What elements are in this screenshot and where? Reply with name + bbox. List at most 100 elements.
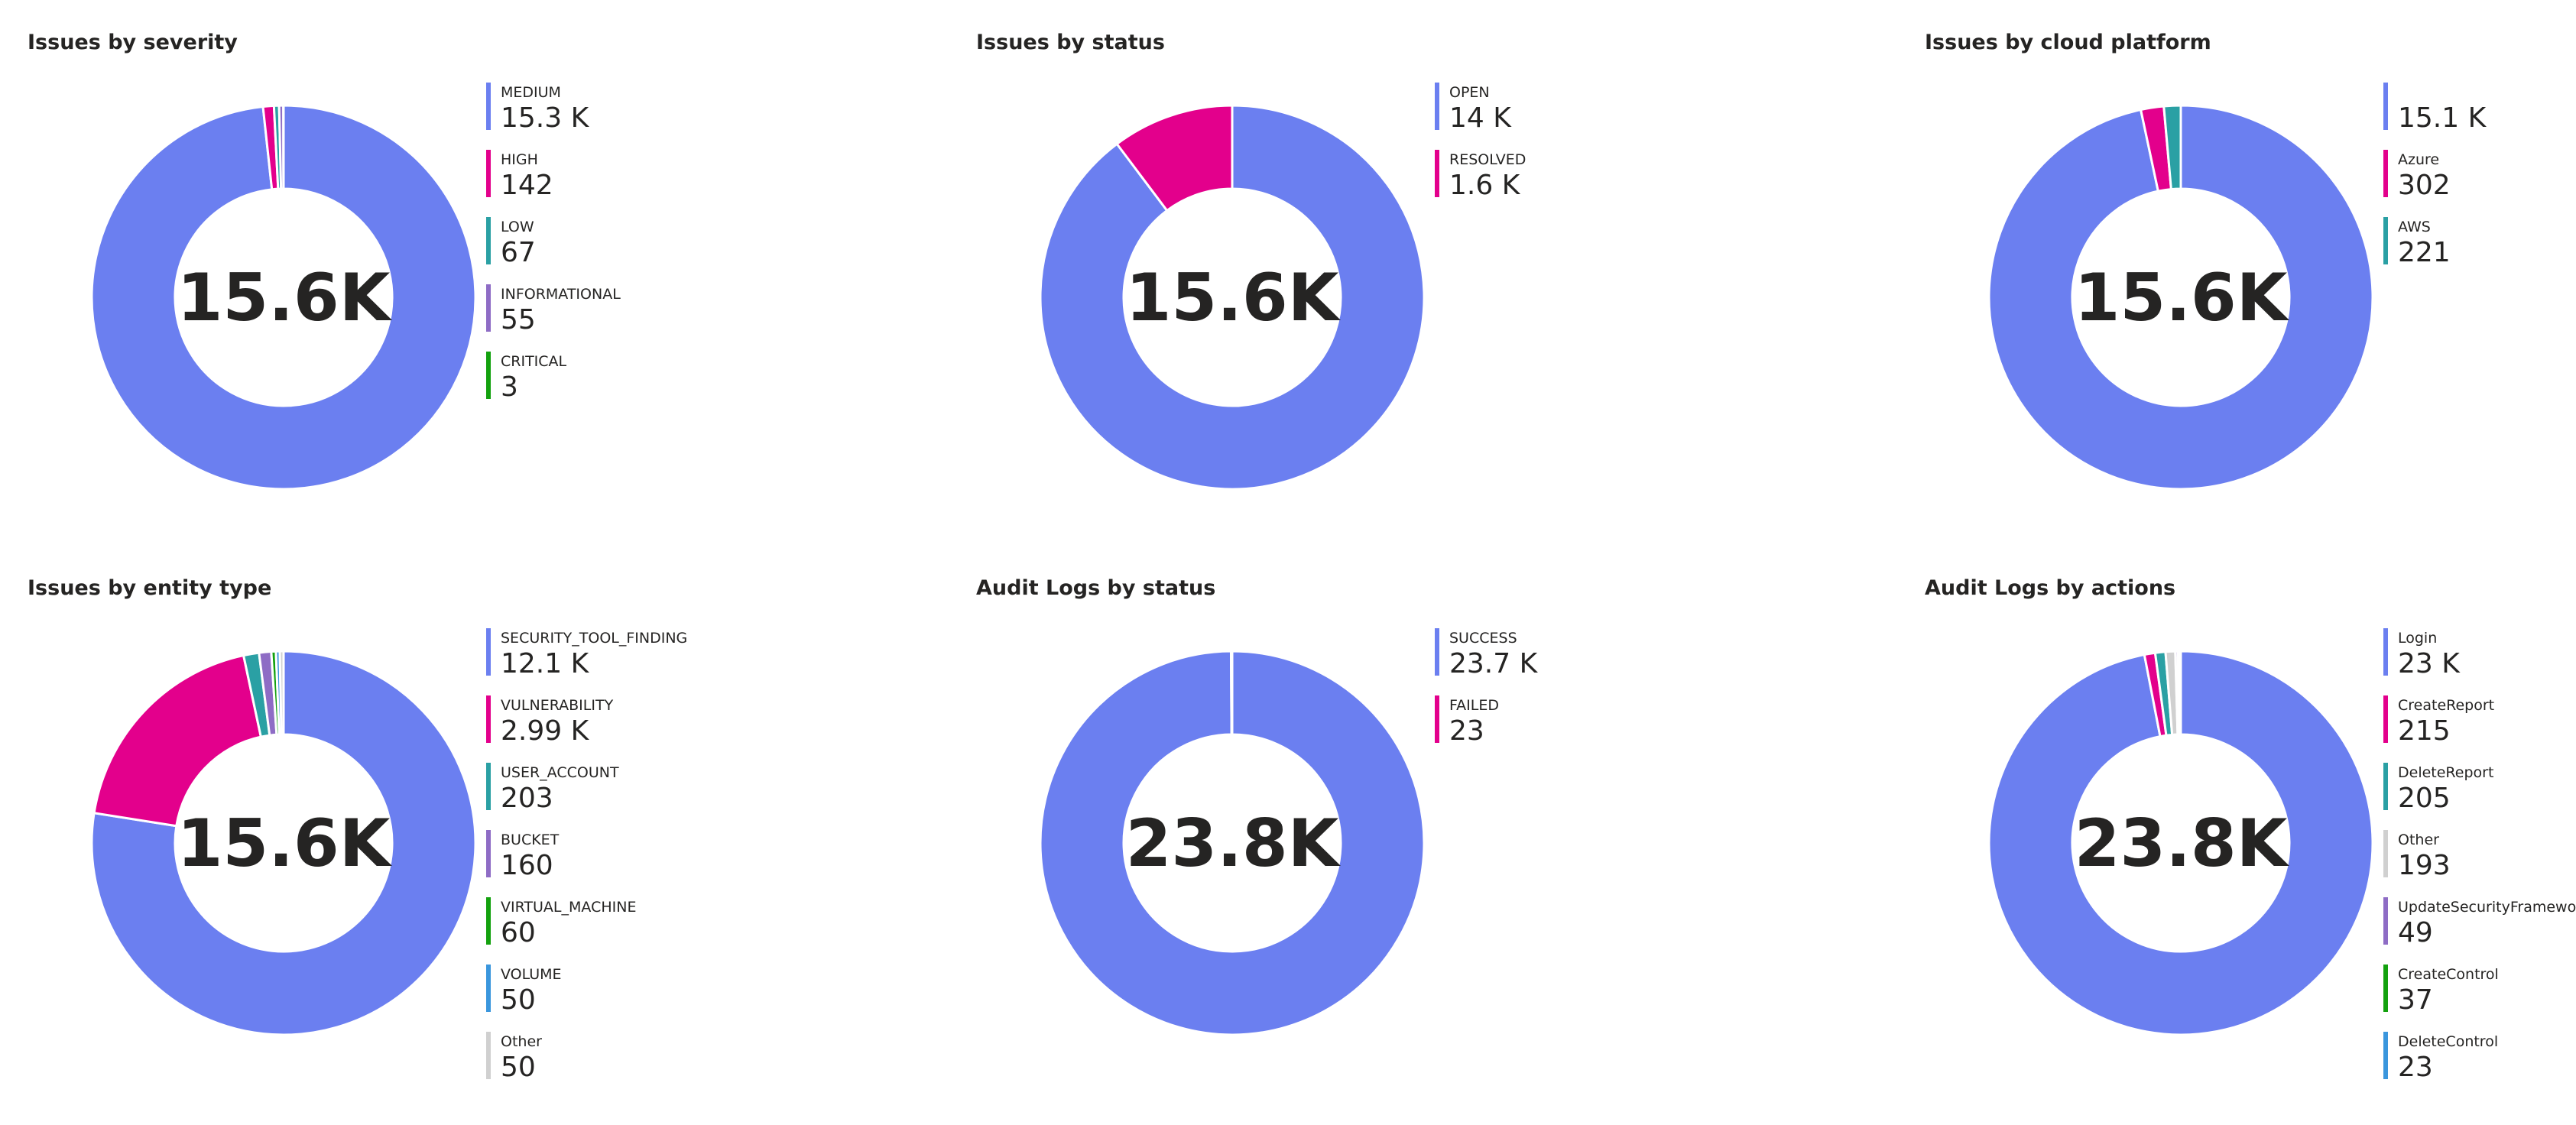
legend-label: Azure — [2398, 151, 2439, 168]
chart-title: Issues by status — [976, 31, 1165, 54]
chart-title: Issues by severity — [28, 31, 238, 54]
legend-label: VULNERABILITY — [501, 697, 614, 714]
legend-swatch — [2383, 763, 2388, 810]
donut-slice — [278, 650, 285, 736]
legend-label: Other — [2398, 832, 2439, 848]
legend-label: BUCKET — [501, 832, 560, 848]
donut-slice — [1987, 104, 2374, 491]
legend-swatch — [486, 150, 491, 197]
donut-slice — [2178, 650, 2182, 736]
legend-label: INFORMATIONAL — [501, 286, 621, 303]
legend-value: 160 — [501, 850, 553, 881]
legend-value: 2.99 K — [501, 715, 590, 747]
donut-slice — [2162, 104, 2182, 191]
legend-swatch — [2383, 695, 2388, 743]
legend-swatch — [486, 763, 491, 810]
legend-swatch — [486, 965, 491, 1012]
legend-value: 15.1 K — [2398, 102, 2487, 134]
chart-panel: Issues by entity type 15.6K SECURITY_TOOL_… — [28, 576, 687, 1083]
legend-value: 142 — [501, 170, 553, 201]
legend-value: 205 — [2398, 783, 2451, 814]
legend-value: 37 — [2398, 984, 2433, 1016]
chart-title: Issues by entity type — [28, 576, 271, 600]
legend-swatch — [486, 217, 491, 264]
donut-slice — [1987, 650, 2374, 1036]
legend-swatch — [2383, 897, 2388, 945]
legend-label: VIRTUAL_MACHINE — [501, 899, 636, 916]
legend-swatch — [486, 352, 491, 399]
legend-label: AWS — [2398, 219, 2431, 235]
legend-label: SUCCESS — [1449, 630, 1517, 647]
center-total: 15.6K — [2075, 260, 2290, 336]
center-total: 23.8K — [1126, 806, 1342, 882]
legend-value: 3 — [501, 371, 518, 403]
legend-value: 1.6 K — [1449, 170, 1521, 201]
legend-swatch — [1435, 83, 1439, 130]
legend-swatch — [486, 1032, 491, 1079]
legend-label: DeleteControl — [2398, 1033, 2498, 1050]
legend-label: Login — [2398, 630, 2437, 647]
center-total: 15.6K — [1126, 260, 1342, 336]
donut-slice — [1115, 104, 1234, 212]
legend-swatch — [486, 83, 491, 130]
legend-value: 49 — [2398, 917, 2433, 948]
legend-value: 14 K — [1449, 102, 1512, 134]
legend-label: USER_ACCOUNT — [501, 764, 619, 781]
legend-value: 193 — [2398, 850, 2451, 881]
legend-value: 23 — [1449, 715, 1484, 747]
legend-swatch — [486, 628, 491, 676]
center-total: 15.6K — [177, 260, 393, 336]
legend-value: 50 — [501, 1052, 536, 1083]
legend-swatch — [2383, 1032, 2388, 1079]
chart-title: Audit Logs by actions — [1925, 576, 2175, 600]
legend-swatch — [1435, 628, 1439, 676]
center-total: 15.6K — [177, 806, 393, 882]
legend-swatch — [2383, 965, 2388, 1012]
legend-value: 12.1 K — [501, 648, 590, 679]
legend-label: LOW — [501, 219, 534, 235]
legend-label: OPEN — [1449, 84, 1490, 101]
donut-slice — [1039, 104, 1426, 491]
legend-swatch — [2383, 830, 2388, 877]
chart-panel: Issues by cloud platform 15.6K 15.1 K Azure… — [1925, 31, 2487, 491]
legend-value: 221 — [2398, 237, 2451, 268]
legend-label: SECURITY_TOOL_FINDING — [501, 630, 687, 647]
legend-value: 302 — [2398, 170, 2451, 201]
legend-label: MEDIUM — [501, 84, 561, 101]
legend-swatch — [2383, 217, 2388, 264]
legend-swatch — [2383, 628, 2388, 676]
legend-label: UpdateSecurityFramework — [2398, 899, 2576, 916]
legend-label: FAILED — [1449, 697, 1499, 714]
legend-label: DeleteReport — [2398, 764, 2493, 781]
legend-label: Other — [501, 1033, 542, 1050]
legend-label: HIGH — [501, 151, 538, 168]
legend-label: CreateControl — [2398, 966, 2499, 983]
chart-title: Issues by cloud platform — [1925, 31, 2211, 54]
legend-swatch — [2383, 150, 2388, 197]
donut-slice — [1039, 650, 1426, 1036]
legend-swatch — [2383, 83, 2388, 130]
legend-value: 15.3 K — [501, 102, 590, 134]
legend-value: 55 — [501, 304, 536, 336]
legend-value: 23.7 K — [1449, 648, 1539, 679]
legend-label: CreateReport — [2398, 697, 2494, 714]
chart-title: Audit Logs by status — [976, 576, 1215, 600]
legend-value: 215 — [2398, 715, 2451, 747]
legend-label: RESOLVED — [1449, 151, 1526, 168]
legend-label: CRITICAL — [501, 353, 567, 370]
donut-slice — [90, 104, 477, 491]
legend-value: 50 — [501, 984, 536, 1016]
legend-value: 23 K — [2398, 648, 2461, 679]
legend-value: 203 — [501, 783, 553, 814]
legend-swatch — [1435, 150, 1439, 197]
legend-swatch — [486, 897, 491, 945]
donut-slice — [92, 653, 263, 828]
legend-value: 60 — [501, 917, 536, 948]
center-total: 23.8K — [2075, 806, 2290, 882]
donut-slice — [90, 650, 477, 1036]
legend-swatch — [486, 695, 491, 743]
